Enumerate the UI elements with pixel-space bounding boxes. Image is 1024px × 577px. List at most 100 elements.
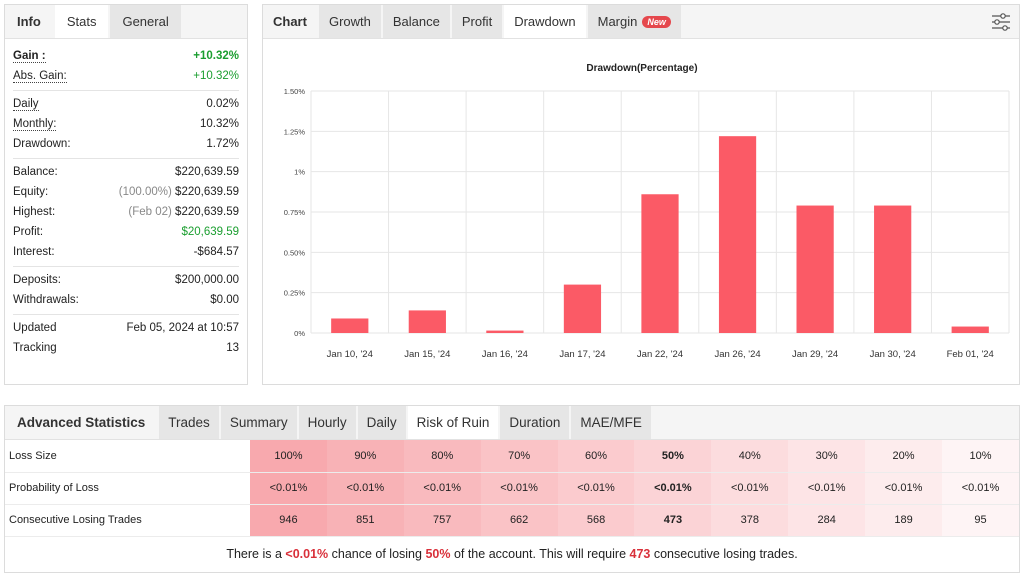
- tab-label: Hourly: [307, 415, 347, 430]
- advanced-tab-risk-of-ruin[interactable]: Risk of Ruin: [407, 406, 501, 439]
- stat-value-wrap: -$684.57: [194, 246, 239, 258]
- table-cell: 946: [250, 504, 327, 537]
- table-cell: 284: [788, 504, 866, 537]
- stat-group: Balance: $220,639.59 Equity: (100.00%) $220…: [13, 159, 239, 267]
- table-cell: 40%: [711, 440, 789, 473]
- x-tick-label: Feb 01, '24: [947, 349, 994, 360]
- x-tick-label: Jan 29, '24: [792, 349, 838, 360]
- table-cell: <0.01%: [480, 472, 558, 505]
- tab-label: MAE/MFE: [580, 415, 642, 430]
- tab-label: Daily: [366, 415, 397, 430]
- chart-tab-chart[interactable]: Chart: [263, 5, 319, 38]
- stat-value: 1.72%: [206, 138, 239, 150]
- stat-value-wrap: Feb 05, 2024 at 10:57: [126, 322, 239, 334]
- x-tick-label: Jan 22, '24: [637, 349, 683, 360]
- advanced-tab-trades[interactable]: Trades: [159, 406, 221, 439]
- stat-label[interactable]: Daily: [13, 97, 39, 111]
- stat-value: $20,639.59: [181, 226, 239, 238]
- table-cell: <0.01%: [326, 472, 404, 505]
- risk-of-ruin-table: Loss Size 100% 90% 80% 70% 60% 50% 40% 30% 20% 10%…: [5, 440, 1019, 537]
- table-cell: 378: [711, 504, 789, 537]
- stat-value: $220,639.59: [175, 166, 239, 178]
- advanced-tab-daily[interactable]: Daily: [357, 406, 408, 439]
- stats-tab-stats[interactable]: Stats: [54, 5, 111, 38]
- stat-value-wrap: 0.02%: [206, 98, 239, 110]
- stat-label[interactable]: Abs. Gain:: [13, 69, 67, 83]
- stat-value: Feb 05, 2024 at 10:57: [126, 322, 239, 334]
- chart-tab-margin[interactable]: Margin New: [587, 5, 683, 38]
- advanced-tab-advanced-statistics[interactable]: Advanced Statistics: [5, 406, 160, 439]
- tab-label: Summary: [229, 415, 288, 430]
- stat-value-wrap: 1.72%: [206, 138, 239, 150]
- table-cell: <0.01%: [788, 472, 866, 505]
- drawdown-bar: [641, 194, 679, 333]
- advanced-tab-hourly[interactable]: Hourly: [298, 406, 358, 439]
- x-tick-label: Jan 30, '24: [870, 349, 916, 360]
- risk-of-ruin-summary: There is a <0.01% chance of losing 50% o…: [5, 537, 1019, 561]
- stats-tab-bar: Info Stats General: [5, 5, 247, 39]
- stat-group: Daily 0.02% Monthly: 10.32% Drawdown: 1.72%: [13, 91, 239, 159]
- table-cell: <0.01%: [711, 472, 789, 505]
- stat-label[interactable]: Gain :: [13, 49, 46, 63]
- x-tick-label: Jan 15, '24: [404, 349, 450, 360]
- stat-value: $200,000.00: [175, 274, 239, 286]
- stat-label: Equity:: [13, 186, 49, 198]
- table-row-loss-size: Loss Size 100% 90% 80% 70% 60% 50% 40% 30% 20% 10%: [5, 440, 1019, 473]
- row-label: Probability of Loss: [5, 472, 250, 505]
- summary-loss-size: 50%: [425, 546, 451, 561]
- y-tick-label: 0.50%: [284, 248, 306, 257]
- tab-label: Advanced Statistics: [17, 415, 146, 430]
- chart-tab-drawdown[interactable]: Drawdown: [504, 5, 588, 38]
- stats-tab-info[interactable]: Info: [5, 5, 55, 38]
- stat-group: Updated Feb 05, 2024 at 10:57 Tracking 13: [13, 315, 239, 362]
- chart-title: Drawdown(Percentage): [586, 63, 698, 74]
- summary-text-2: chance of losing: [328, 546, 426, 561]
- y-tick-label: 0%: [294, 329, 305, 338]
- chart-tab-profit[interactable]: Profit: [451, 5, 505, 38]
- stat-label: Balance:: [13, 166, 58, 178]
- stat-label: Profit:: [13, 226, 44, 238]
- table-cell: 662: [480, 504, 558, 537]
- y-tick-label: 1%: [294, 168, 305, 177]
- stat-row-profit: Profit: $20,639.59: [13, 222, 239, 242]
- chart-tab-growth[interactable]: Growth: [318, 5, 383, 38]
- summary-text-1: There is a: [226, 546, 286, 561]
- stats-tab-general[interactable]: General: [110, 5, 183, 38]
- advanced-tab-duration[interactable]: Duration: [500, 406, 572, 439]
- stat-value: -$684.57: [193, 246, 239, 258]
- sliders-icon[interactable]: [991, 13, 1011, 31]
- stat-value: +10.32%: [193, 50, 239, 62]
- stat-value: 0.02%: [206, 98, 239, 110]
- table-row-probability-of-loss: Probability of Loss <0.01% <0.01% <0.01% <0.…: [5, 472, 1019, 505]
- chart-tab-balance[interactable]: Balance: [382, 5, 452, 38]
- x-tick-label: Jan 17, '24: [559, 349, 605, 360]
- stat-note: (Feb 02): [128, 206, 172, 218]
- stat-row-highest: Highest: (Feb 02) $220,639.59: [13, 202, 239, 222]
- stat-value-wrap: (Feb 02) $220,639.59: [128, 206, 239, 218]
- stat-value-wrap: $200,000.00: [175, 274, 239, 286]
- table-cell: 50%: [634, 440, 712, 473]
- table-cell: 95: [942, 504, 1019, 537]
- stat-label: Updated: [13, 322, 57, 334]
- drawdown-bar: [563, 284, 602, 333]
- stat-label[interactable]: Monthly:: [13, 117, 57, 131]
- stat-row-withdrawals: Withdrawals: $0.00: [13, 290, 239, 310]
- tab-label: Chart: [273, 14, 307, 29]
- summary-probability: <0.01%: [285, 546, 329, 561]
- stat-label: Drawdown:: [13, 138, 71, 150]
- chart-tab-bar: Chart Growth Balance Profit Drawdown Margin Ne…: [263, 5, 1019, 39]
- tab-label: Risk of Ruin: [416, 415, 490, 430]
- new-badge: New: [642, 15, 671, 28]
- summary-text-3: of the account. This will require: [450, 546, 630, 561]
- tab-label: Balance: [392, 14, 440, 29]
- advanced-tab-mae-mfe[interactable]: MAE/MFE: [571, 406, 653, 439]
- stat-value: $0.00: [210, 294, 239, 306]
- y-tick-label: 0.25%: [284, 289, 306, 298]
- stat-value-wrap: (100.00%) $220,639.59: [119, 186, 239, 198]
- stat-group: Deposits: $200,000.00 Withdrawals: $0.00: [13, 267, 239, 315]
- drawdown-bar: [331, 318, 369, 333]
- stats-panel: Info Stats General Gain : +10.32% Abs. Gain:…: [4, 4, 248, 385]
- advanced-tab-summary[interactable]: Summary: [220, 406, 299, 439]
- drawdown-bar: [951, 326, 989, 333]
- stat-row-interest: Interest: -$684.57: [13, 242, 239, 262]
